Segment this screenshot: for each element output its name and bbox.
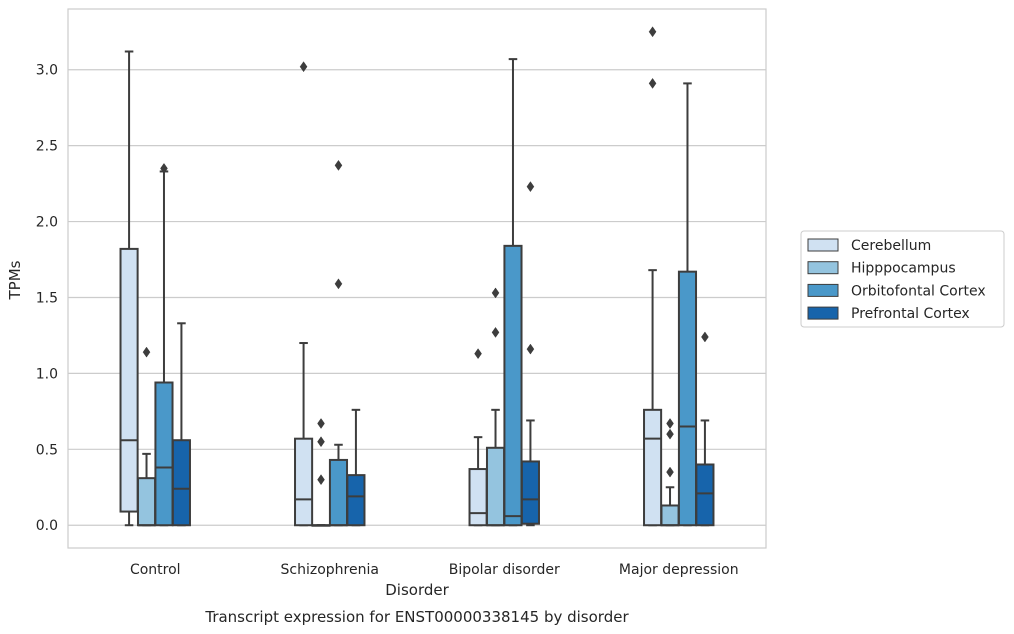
outlier-point — [648, 77, 657, 89]
x-tick-label: Bipolar disorder — [449, 562, 560, 578]
box-body — [171, 439, 191, 527]
legend-swatch — [807, 306, 839, 320]
outlier-point — [666, 428, 674, 440]
outlier-point — [648, 26, 657, 38]
outlier-point — [317, 418, 325, 429]
box-cerebellum — [468, 348, 488, 527]
legend-label: Hipppocampus — [851, 261, 956, 277]
x-tick-label: Control — [130, 562, 181, 578]
legend-label: Cerebellum — [851, 238, 931, 254]
box-body — [695, 463, 715, 527]
box-cerebellum — [294, 61, 314, 527]
box-prefrontal-cortex — [695, 331, 715, 527]
x-axis-label: Disorder — [385, 581, 449, 599]
box-hipppocampus — [311, 418, 331, 527]
outlier-point — [474, 348, 482, 360]
box-body — [520, 460, 540, 525]
box-hipppocampus — [660, 418, 680, 527]
outlier-point — [334, 159, 343, 171]
legend: Cerebellum Hipppocampus Orbitofontal Corte… — [800, 230, 1005, 328]
box-series — [119, 26, 715, 527]
box-orbitofontal-cortex — [328, 159, 349, 527]
legend-label: Prefrontal Cortex — [851, 306, 970, 322]
outlier-point — [526, 343, 535, 355]
y-tick-label: 2.5 — [36, 139, 58, 155]
box-cerebellum — [119, 50, 139, 527]
box-hipppocampus — [485, 287, 506, 527]
box-body — [154, 381, 174, 527]
outlier-point — [334, 278, 343, 290]
outlier-point — [666, 466, 674, 478]
legend-swatch — [807, 283, 839, 297]
y-tick-label: 2.0 — [36, 215, 58, 231]
outlier-point — [299, 61, 308, 73]
box-orbitofontal-cortex — [154, 162, 174, 527]
legend-swatch — [807, 238, 839, 252]
box-body — [294, 437, 314, 527]
x-axis-ticks: Control Schizophrenia Bipolar disorder Majo… — [130, 562, 739, 578]
y-tick-label: 3.0 — [36, 63, 58, 79]
outlier-point — [491, 326, 500, 338]
box-body — [677, 270, 698, 527]
box-prefrontal-cortex — [520, 181, 540, 527]
outlier-point — [491, 287, 500, 299]
box-body — [643, 408, 663, 527]
outlier-point — [317, 474, 325, 486]
box-body — [485, 446, 506, 527]
outlier-point — [142, 346, 151, 358]
outlier-point — [160, 162, 168, 174]
box-orbitofontal-cortex — [503, 58, 523, 527]
box-prefrontal-cortex — [171, 322, 191, 527]
legend-label: Orbitofontal Cortex — [851, 283, 986, 299]
box-body — [328, 458, 349, 527]
legend-swatch — [807, 261, 839, 275]
box-body — [136, 477, 157, 527]
x-tick-label: Schizophrenia — [281, 562, 379, 578]
legend-frame — [800, 230, 1005, 328]
box-body — [346, 474, 366, 527]
box-body — [503, 244, 523, 527]
y-tick-label: 0.0 — [36, 518, 58, 534]
x-tick-label: Major depression — [619, 562, 739, 578]
outlier-point — [666, 418, 674, 429]
outlier-point — [526, 181, 535, 193]
y-tick-label: 1.0 — [36, 366, 58, 382]
box-body — [468, 468, 488, 527]
box-body — [660, 504, 680, 527]
box-orbitofontal-cortex — [677, 82, 698, 527]
y-axis-ticks: 0.0 0.5 1.0 1.5 2.0 2.5 3.0 — [36, 63, 58, 534]
box-cerebellum — [643, 26, 663, 527]
outlier-point — [317, 436, 325, 448]
y-axis-label: TPMs — [6, 260, 24, 300]
chart-caption: Transcript expression for ENST0000033814… — [204, 608, 629, 626]
plot-area-frame — [67, 8, 767, 549]
y-tick-label: 1.5 — [36, 290, 58, 306]
outlier-point — [701, 331, 709, 343]
box-prefrontal-cortex — [346, 408, 366, 527]
y-tick-label: 0.5 — [36, 442, 58, 458]
box-body — [119, 247, 139, 513]
